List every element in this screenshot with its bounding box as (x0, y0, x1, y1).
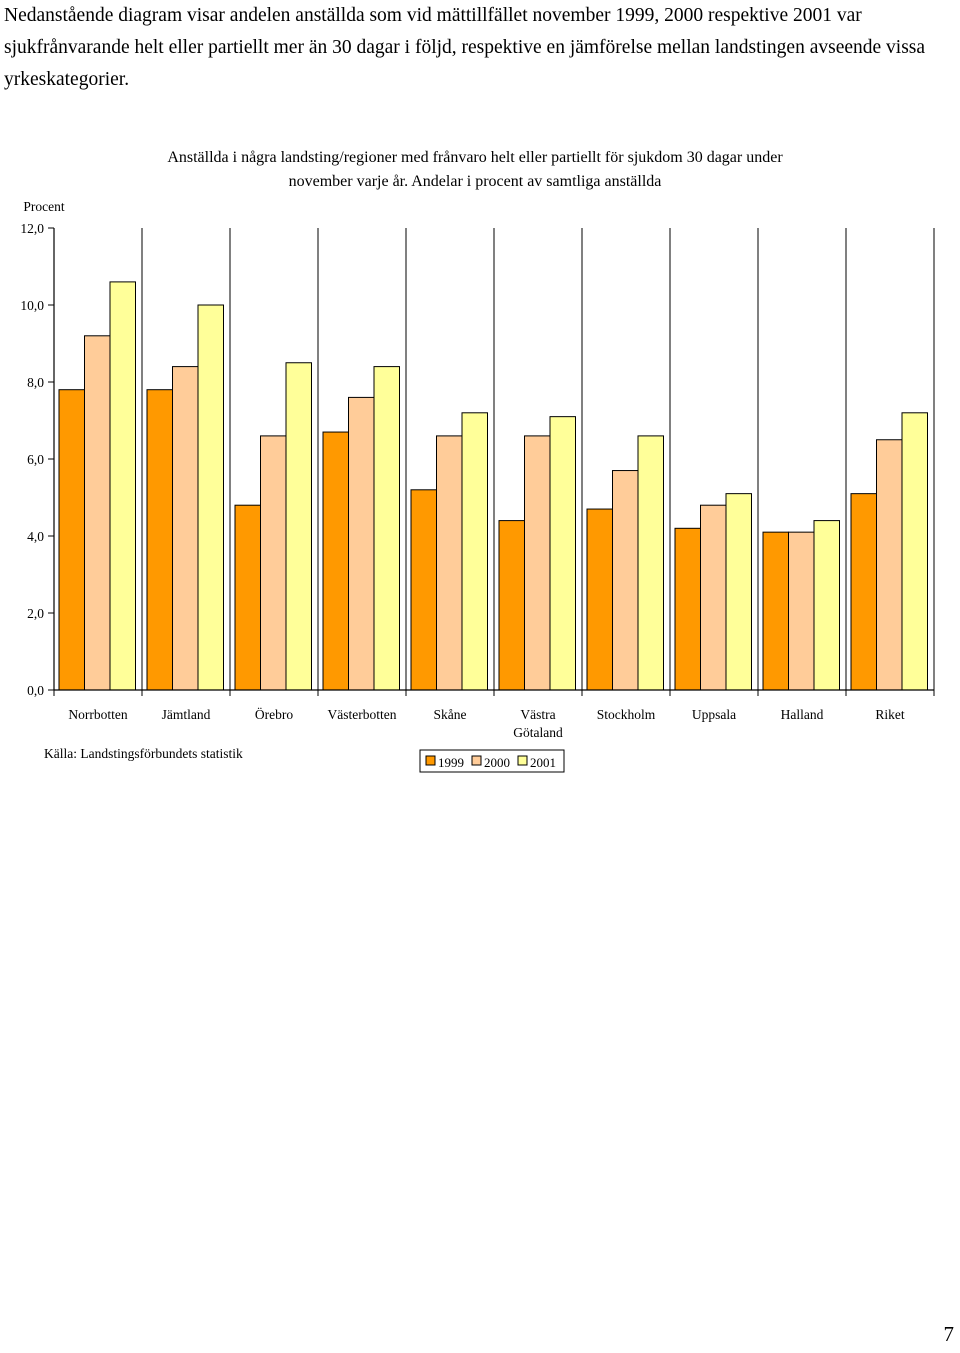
x-tick-label: Västerbotten (328, 707, 397, 722)
bar (674, 527, 701, 691)
legend-label: 2000 (484, 755, 510, 770)
x-tick-label: Götaland (513, 725, 563, 740)
source-note: Källa: Landstingsförbundets statistik (44, 746, 243, 761)
bar (234, 504, 261, 691)
y-axis-label: Procent (23, 199, 64, 214)
bar (172, 366, 199, 691)
bar (612, 470, 639, 691)
x-tick-label: Halland (781, 707, 824, 722)
bar (410, 489, 437, 691)
bar (109, 281, 136, 691)
bar (788, 531, 815, 691)
x-tick-label: Jämtland (162, 707, 211, 722)
y-tick-label: 12,0 (20, 221, 44, 236)
bar (901, 412, 928, 691)
legend-box (419, 749, 565, 773)
bar (348, 396, 375, 691)
bar (58, 389, 85, 691)
legend-label: 1999 (438, 755, 464, 770)
intro-paragraph: Nedanstående diagram visar andelen anstä… (4, 5, 926, 90)
bar (762, 531, 789, 691)
bar (586, 508, 613, 691)
y-tick-label: 8,0 (27, 375, 44, 390)
x-tick-label: Riket (875, 707, 904, 722)
chart-title-line: Anställda i några landsting/regioner med… (167, 149, 783, 166)
x-tick-label: Uppsala (692, 707, 736, 722)
x-tick-label: Örebro (255, 707, 293, 722)
bar (850, 493, 877, 691)
bar (876, 439, 903, 691)
bar (436, 435, 463, 691)
y-tick-label: 10,0 (20, 298, 44, 313)
chart-title-line: november varje år. Andelar i procent av … (289, 173, 662, 190)
bar (146, 389, 173, 691)
bar (813, 520, 840, 691)
bar (373, 366, 400, 691)
bar (549, 416, 576, 691)
bar (285, 362, 312, 691)
page-number: 7 (943, 1322, 955, 1346)
legend-label: 2001 (530, 755, 556, 770)
bar (725, 493, 752, 691)
bar (322, 431, 349, 691)
legend-swatch (425, 755, 436, 766)
y-tick-label: 0,0 (27, 683, 44, 698)
bar (524, 435, 551, 691)
bar (461, 412, 488, 691)
y-tick-label: 2,0 (27, 606, 44, 621)
bar (700, 504, 727, 691)
bar (197, 304, 224, 691)
x-tick-label: Stockholm (597, 707, 656, 722)
legend-swatch (517, 755, 528, 766)
sick-leave-bar-chart: Anställda i några landsting/regioner med… (20, 149, 935, 773)
y-tick-label: 6,0 (27, 452, 44, 467)
x-tick-label: Norrbotten (68, 707, 127, 722)
y-tick-label: 4,0 (27, 529, 44, 544)
x-tick-label: Västra (520, 707, 555, 722)
bar (637, 435, 664, 691)
bar (260, 435, 287, 691)
legend-swatch (471, 755, 482, 766)
bar (498, 520, 525, 691)
x-tick-label: Skåne (434, 707, 467, 722)
bar (84, 335, 111, 691)
